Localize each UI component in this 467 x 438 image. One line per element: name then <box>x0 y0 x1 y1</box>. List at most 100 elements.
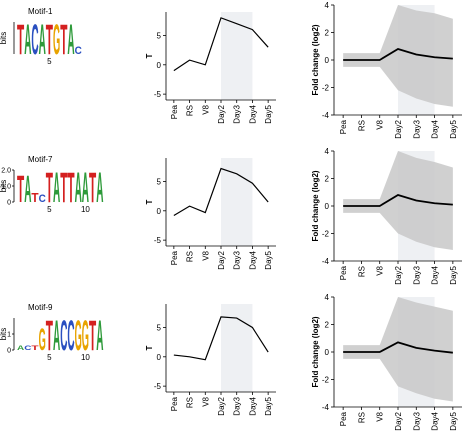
x-tick-label: Day3 <box>233 250 242 269</box>
x-tick-label: Day5 <box>449 119 458 138</box>
y-tick-label: 2.0 <box>1 168 11 175</box>
y-tick-label: 0 <box>157 61 162 70</box>
x-tick-label: Day3 <box>412 265 421 284</box>
spread-area <box>343 151 453 250</box>
y-tick-label: -4 <box>322 111 330 120</box>
motif-letter: A <box>53 311 60 359</box>
motif-letter: A <box>96 311 103 359</box>
x-tick-label: 10 <box>81 205 90 214</box>
chart: -5 0 5 T Pea RS V8 Day2 Day3 Day4 Day5 <box>145 158 276 270</box>
x-tick-label: V8 <box>376 265 385 275</box>
y-tick-label: 0 <box>325 348 330 357</box>
y-axis-label: bits <box>0 180 8 192</box>
x-tick-label: 5 <box>47 353 52 362</box>
y-tick-label: -5 <box>154 90 162 99</box>
chart: -4 -2 0 2 4 Fold change (log2) Pea RS V8 Day2 Day3… <box>311 1 462 139</box>
motif-letter: G <box>82 311 89 359</box>
x-tick-label: Day5 <box>449 411 458 430</box>
line <box>173 167 269 217</box>
y-tick-label: 5 <box>157 177 162 186</box>
y-tick-label: -5 <box>154 236 162 245</box>
x-tick-label: Day4 <box>431 411 440 430</box>
spread-area <box>343 5 453 107</box>
highlight-band <box>221 158 253 246</box>
motif-letter: A <box>53 163 60 211</box>
y-tick-label: 2 <box>325 29 330 38</box>
motif-letter: T <box>89 311 96 359</box>
x-tick-label: Day3 <box>233 396 242 415</box>
y-axis-label: Fold change (log2) <box>311 316 320 387</box>
y-tick-label: 4 <box>325 147 330 156</box>
y-tick-label: 0 <box>7 348 11 355</box>
x-tick-label: RS <box>186 105 195 116</box>
motif-letter: A <box>96 163 103 211</box>
y-tick-label: 0 <box>325 56 330 65</box>
y-axis-label: Fold change (log2) <box>311 170 320 241</box>
motif-letter: T <box>89 163 96 211</box>
motif-title: Motif-7 <box>28 155 53 164</box>
motif-letter: G <box>53 15 60 63</box>
motif-letter: T <box>46 311 53 359</box>
x-tick-label: Day5 <box>264 396 273 415</box>
x-tick-label: Day2 <box>394 265 403 284</box>
line <box>173 316 269 361</box>
x-tick-label: Pea <box>339 119 348 134</box>
y-tick-label: 5 <box>157 31 162 40</box>
x-tick-label: Pea <box>339 265 348 280</box>
y-axis-label: Fold change (log2) <box>311 24 320 95</box>
y-tick-label: 4 <box>325 1 330 10</box>
x-tick-label: RS <box>357 412 366 423</box>
y-tick-label: -2 <box>322 230 330 239</box>
x-tick-label: Day5 <box>449 265 458 284</box>
y-axis-label: bits <box>0 32 8 44</box>
y-tick-label: 2 <box>325 321 330 330</box>
motif-letter: C <box>31 15 38 63</box>
motif-letter: T <box>17 15 24 63</box>
line <box>343 341 453 354</box>
motif-letter: T <box>31 344 39 352</box>
x-tick-label: Day5 <box>264 104 273 123</box>
motif-letter: A <box>17 344 24 352</box>
motif-letter: C <box>60 311 67 359</box>
y-tick-label: 0 <box>157 207 162 216</box>
x-tick-label: 5 <box>47 205 52 214</box>
x-tick-label: Pea <box>170 250 179 265</box>
x-tick-label: Day2 <box>217 104 226 123</box>
motif-letter: C <box>67 311 74 359</box>
x-tick-label: Day2 <box>394 119 403 138</box>
line <box>343 194 453 207</box>
motif-letter: T <box>17 168 24 210</box>
y-axis-label: T <box>145 345 154 350</box>
y-tick-label: 0 <box>7 200 11 207</box>
x-tick-label: Day4 <box>431 119 440 138</box>
x-tick-label: Day5 <box>264 250 273 269</box>
motif-letter: G <box>75 311 82 359</box>
x-tick-label: Pea <box>170 396 179 411</box>
motif-letter: T <box>60 163 67 211</box>
y-tick-label: 5 <box>157 323 162 332</box>
x-tick-label: V8 <box>201 104 210 114</box>
highlight-band <box>221 12 253 100</box>
x-tick-label: RS <box>357 266 366 277</box>
x-tick-label: Day4 <box>248 396 257 415</box>
chart: -4 -2 0 2 4 Fold change (log2) Pea RS V8 Day2 Day3… <box>311 147 462 285</box>
x-tick-label: V8 <box>376 119 385 129</box>
chart: -5 0 5 T Pea RS V8 Day2 Day3 Day4 Day5 <box>145 12 276 124</box>
x-tick-label: RS <box>186 251 195 262</box>
motif-letter: A <box>39 15 46 63</box>
motif-title: Motif-9 <box>28 303 53 312</box>
y-tick-label: -2 <box>322 84 330 93</box>
y-tick-label: 2 <box>325 175 330 184</box>
line <box>173 17 269 72</box>
y-axis-label: T <box>145 199 154 204</box>
chart: -5 0 5 T Pea RS V8 Day2 Day3 Day4 Day5 <box>145 304 276 416</box>
x-tick-label: V8 <box>376 411 385 421</box>
line <box>343 48 453 61</box>
motif-title: Motif-1 <box>28 7 53 16</box>
motif-letter: C <box>39 193 47 206</box>
x-tick-label: Day2 <box>394 411 403 430</box>
motif-letter: A <box>24 168 31 210</box>
